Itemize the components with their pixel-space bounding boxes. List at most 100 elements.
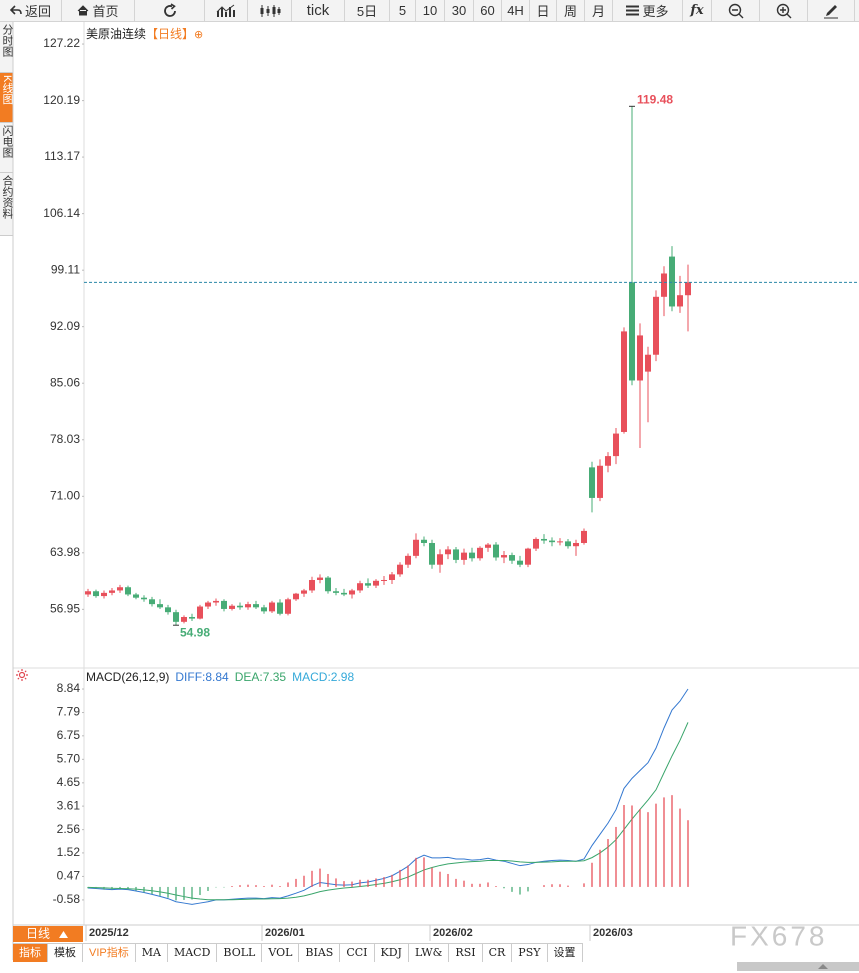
candle-body xyxy=(549,540,555,543)
toolbar-button[interactable]: 更多 xyxy=(613,0,683,21)
candle-body xyxy=(605,456,611,466)
legend-entry: DIFF:8.84 xyxy=(175,670,229,684)
button-label: 周 xyxy=(563,4,577,19)
candle-body xyxy=(341,592,347,595)
candle-body xyxy=(429,542,435,565)
candle-body xyxy=(237,605,243,608)
zoom-in-button[interactable] xyxy=(760,0,808,21)
candle-body xyxy=(597,465,603,498)
toolbar-button[interactable]: 5 xyxy=(390,0,416,21)
min-label: 54.98 xyxy=(180,625,210,639)
candle-body xyxy=(133,594,139,598)
indicator-tab[interactable]: VOL xyxy=(262,944,300,962)
period-label: 日线 xyxy=(26,927,50,941)
indicator-tab[interactable]: CR xyxy=(483,944,513,962)
y-tick-label: 56.95 xyxy=(50,602,80,616)
bar-icon xyxy=(216,4,235,17)
candle-body xyxy=(581,530,587,543)
indicator-tab[interactable]: CCI xyxy=(340,944,375,962)
y-tick-label: 106.14 xyxy=(43,206,80,220)
candle-body xyxy=(213,600,219,603)
candle-body xyxy=(261,607,267,612)
indicator-tab[interactable]: 模板 xyxy=(48,944,83,962)
side-tab[interactable]: K线图 xyxy=(0,73,13,123)
toolbar: 返回 首页 tick 5日 5 10 30 60 4H 日 周 月 更多 fx xyxy=(0,0,859,22)
toolbar-button[interactable]: 返回 xyxy=(0,0,62,21)
settings-icon xyxy=(16,669,28,681)
indicator-tab[interactable]: VIP指标 xyxy=(83,944,136,962)
indicator-tab[interactable]: MA xyxy=(136,944,168,962)
toolbar-button[interactable]: 4H xyxy=(502,0,530,21)
indicator-tab[interactable]: 指标 xyxy=(13,944,48,962)
candle-body xyxy=(285,599,291,614)
candle-body xyxy=(221,600,227,609)
toolbar-button[interactable]: 5日 xyxy=(345,0,390,21)
candle-body xyxy=(381,579,387,581)
indicator-tab[interactable]: MACD xyxy=(168,944,218,962)
refresh-button[interactable] xyxy=(135,0,205,21)
toolbar-button[interactable]: fx xyxy=(683,0,712,21)
indicator-tab[interactable]: KDJ xyxy=(375,944,409,962)
add-icon[interactable]: ⊕ xyxy=(194,29,204,41)
button-label: 更多 xyxy=(642,4,669,19)
button-label: 5 xyxy=(398,3,407,18)
candle-icon xyxy=(260,4,280,17)
side-tab[interactable]: 分时图 xyxy=(0,22,13,73)
macd-legend: MACD(26,12,9) DIFF:8.84 DEA:7.35 MACD:2.98 xyxy=(86,670,354,684)
candle-body xyxy=(509,555,515,561)
candle-body xyxy=(301,590,307,594)
toolbar-button[interactable]: tick xyxy=(292,0,345,21)
toolbar-button[interactable]: 月 xyxy=(585,0,613,21)
y-tick-label: 99.11 xyxy=(51,262,80,276)
scrollbar-thumb[interactable] xyxy=(737,962,859,971)
candle-body xyxy=(461,552,467,560)
side-tab[interactable]: 合约资料 xyxy=(0,173,13,236)
toolbar-button[interactable]: 60 xyxy=(474,0,502,21)
candle-body xyxy=(517,560,523,565)
indicator-tab[interactable]: 设置 xyxy=(548,944,583,962)
refresh-icon xyxy=(163,2,176,17)
side-tab[interactable]: 闪电图 xyxy=(0,123,13,173)
indicator-tab[interactable]: PSY xyxy=(512,944,548,962)
chart-type-button[interactable] xyxy=(248,0,292,21)
draw-button[interactable] xyxy=(808,0,855,21)
toolbar-button[interactable]: 首页 xyxy=(62,0,135,21)
candle-body xyxy=(653,296,659,355)
indicator-tab[interactable]: LW& xyxy=(409,944,450,962)
toolbar-button[interactable]: 日 xyxy=(530,0,557,21)
indicator-tab[interactable]: RSI xyxy=(449,944,483,962)
candle-body xyxy=(421,539,427,543)
y-tick-label: 1.52 xyxy=(57,845,81,859)
button-label: 首页 xyxy=(92,4,119,19)
y-tick-label: 92.09 xyxy=(50,319,80,333)
y-tick-label: 0.47 xyxy=(57,869,81,883)
y-tick-label: 5.70 xyxy=(57,752,81,766)
y-tick-label: 7.79 xyxy=(57,705,81,719)
candle-body xyxy=(109,590,115,593)
macd-line xyxy=(87,722,689,901)
indicator-tab[interactable]: BOLL xyxy=(217,944,263,962)
y-tick-label: 85.06 xyxy=(50,375,80,389)
pen-icon xyxy=(824,4,838,18)
candle-body xyxy=(277,602,283,614)
candle-body xyxy=(245,604,251,608)
candle-body xyxy=(309,579,315,591)
toolbar-button[interactable]: 30 xyxy=(445,0,474,21)
candle-body xyxy=(453,549,459,560)
chart-type-button[interactable] xyxy=(205,0,248,21)
candle-body xyxy=(389,574,395,580)
scroll-arrow xyxy=(818,964,828,969)
candle-body xyxy=(253,604,259,608)
zoom-out-button[interactable] xyxy=(712,0,760,21)
toolbar-button[interactable]: 周 xyxy=(557,0,585,21)
candle-body xyxy=(613,433,619,457)
candle-body xyxy=(205,602,211,607)
toolbar-button[interactable]: 10 xyxy=(416,0,445,21)
indicator-tab[interactable]: BIAS xyxy=(299,944,341,962)
button-label: 10 xyxy=(422,3,438,18)
y-tick-label: 120.19 xyxy=(43,93,80,107)
candle-body xyxy=(101,592,107,597)
candle-body xyxy=(269,602,275,612)
candle-body xyxy=(317,577,323,580)
